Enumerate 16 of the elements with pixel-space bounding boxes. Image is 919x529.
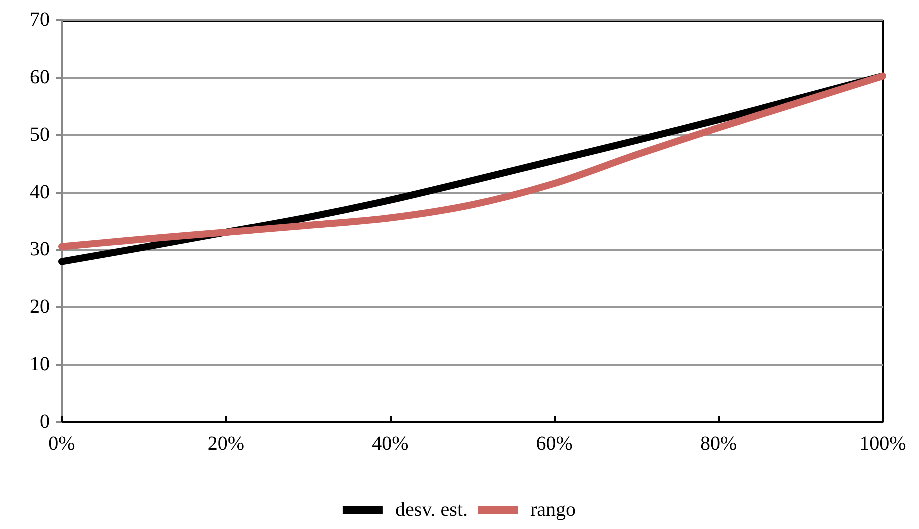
- x-tick-label: 60%: [536, 433, 573, 455]
- y-tick-label: 10: [30, 354, 50, 376]
- x-tick-label: 100%: [860, 433, 906, 455]
- x-tick-label: 20%: [208, 433, 245, 455]
- legend-label: desv. est.: [395, 499, 468, 521]
- y-tick-label: 0: [40, 411, 50, 433]
- y-tick-label: 60: [30, 66, 50, 88]
- legend-label: rango: [530, 499, 576, 521]
- x-tick-label: 0%: [48, 433, 76, 455]
- x-tick-label: 80%: [700, 433, 738, 455]
- x-tick-label: 40%: [372, 433, 409, 455]
- y-tick-label: 50: [30, 124, 50, 146]
- y-tick-label: 20: [30, 296, 50, 318]
- y-tick-label: 40: [30, 181, 50, 204]
- y-tick-label: 70: [30, 9, 50, 31]
- y-tick-label: 30: [30, 238, 50, 261]
